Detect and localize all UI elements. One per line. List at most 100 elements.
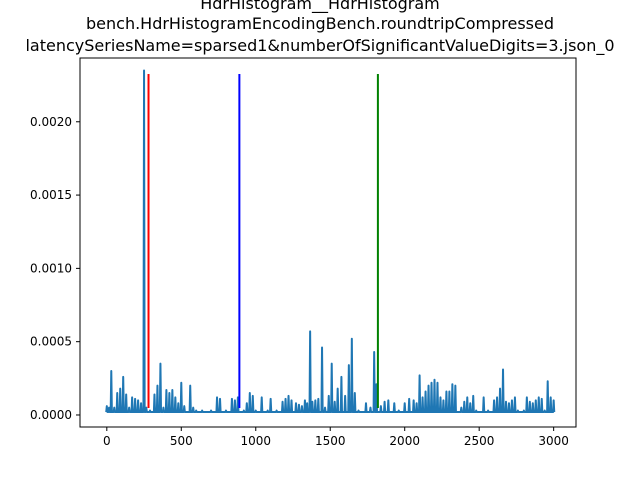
data-point — [470, 403, 471, 404]
data-point — [307, 403, 308, 404]
data-point — [422, 397, 423, 398]
data-point — [109, 407, 110, 408]
y-axis: 0.0000 0.0005 0.0010 0.0015 0.0020 — [30, 115, 80, 422]
data-point — [255, 410, 256, 411]
data-point — [144, 70, 145, 71]
data-point — [282, 401, 283, 402]
x-tick-label: 0 — [103, 434, 111, 448]
data-point — [178, 403, 179, 404]
data-point — [497, 397, 498, 398]
data-point — [508, 403, 509, 404]
data-point — [526, 397, 527, 398]
data-point — [295, 403, 296, 404]
data-point — [217, 397, 218, 398]
data-point — [455, 385, 456, 386]
data-point — [452, 384, 453, 385]
y-tick-label: 0.0015 — [30, 188, 72, 202]
data-point — [544, 410, 545, 411]
data-point — [354, 392, 355, 393]
data-point — [163, 407, 164, 408]
data-point — [529, 401, 530, 402]
data-point — [505, 401, 506, 402]
data-point — [374, 351, 375, 352]
data-point — [365, 403, 366, 404]
data-point — [141, 403, 142, 404]
data-point — [358, 410, 359, 411]
data-point — [461, 407, 462, 408]
data-point — [511, 400, 512, 401]
x-tick-label: 1000 — [240, 434, 271, 448]
data-point — [202, 410, 203, 411]
data-point — [243, 410, 244, 411]
data-point — [325, 407, 326, 408]
data-point — [261, 397, 262, 398]
x-axis: 0 500 1000 1500 2000 2500 3000 — [103, 427, 569, 448]
data-point — [160, 363, 161, 364]
data-point — [535, 400, 536, 401]
data-point — [483, 397, 484, 398]
data-point — [123, 376, 124, 377]
data-point — [246, 403, 247, 404]
data-point — [370, 407, 371, 408]
data-point — [488, 410, 489, 411]
data-point — [120, 388, 121, 389]
data-point — [553, 400, 554, 401]
data-point — [494, 400, 495, 401]
data-point — [413, 400, 414, 401]
data-point — [517, 410, 518, 411]
data-point — [503, 369, 504, 370]
data-point — [449, 391, 450, 392]
data-point — [419, 375, 420, 376]
chart-title-line-1: HdrHistogram__HdrHistogram — [200, 0, 440, 13]
data-point — [315, 400, 316, 401]
data-point — [184, 406, 185, 407]
data-point — [322, 347, 323, 348]
data-point — [464, 401, 465, 402]
x-tick-label: 3000 — [538, 434, 569, 448]
series-line-0 — [105, 69, 556, 414]
data-point — [425, 391, 426, 392]
x-tick-label: 2500 — [464, 434, 495, 448]
chart-title-line-3: latencySeriesName=sparsed1&numberOfSigni… — [25, 36, 615, 55]
data-point — [138, 400, 139, 401]
data-point — [541, 398, 542, 399]
data-point — [234, 400, 235, 401]
data-point — [132, 397, 133, 398]
data-point — [467, 397, 468, 398]
data-point — [252, 395, 253, 396]
data-point — [416, 403, 417, 404]
data-point — [190, 385, 191, 386]
data-point — [550, 397, 551, 398]
data-point — [129, 407, 130, 408]
y-tick-label: 0.0005 — [30, 335, 72, 349]
data-point — [298, 404, 299, 405]
data-point — [310, 331, 311, 332]
data-point — [135, 398, 136, 399]
data-point — [291, 400, 292, 401]
data-point — [532, 403, 533, 404]
data-point — [514, 397, 515, 398]
data-point — [304, 400, 305, 401]
data-point — [193, 407, 194, 408]
data-point — [351, 338, 352, 339]
data-point — [331, 363, 332, 364]
x-tick-label: 1500 — [315, 434, 346, 448]
data-point — [150, 410, 151, 411]
data-point — [166, 390, 167, 391]
data-point — [334, 401, 335, 402]
data-point — [106, 406, 107, 407]
data-point — [318, 398, 319, 399]
data-point — [231, 398, 232, 399]
plot-frame — [79, 57, 577, 428]
data-point — [547, 381, 548, 382]
data-point — [409, 398, 410, 399]
data-point — [404, 403, 405, 404]
data-point — [428, 385, 429, 386]
y-tick-label: 0.0010 — [30, 261, 72, 275]
data-point — [446, 391, 447, 392]
data-point — [476, 410, 477, 411]
data-point — [220, 398, 221, 399]
data-point — [196, 410, 197, 411]
data-point — [341, 376, 342, 377]
